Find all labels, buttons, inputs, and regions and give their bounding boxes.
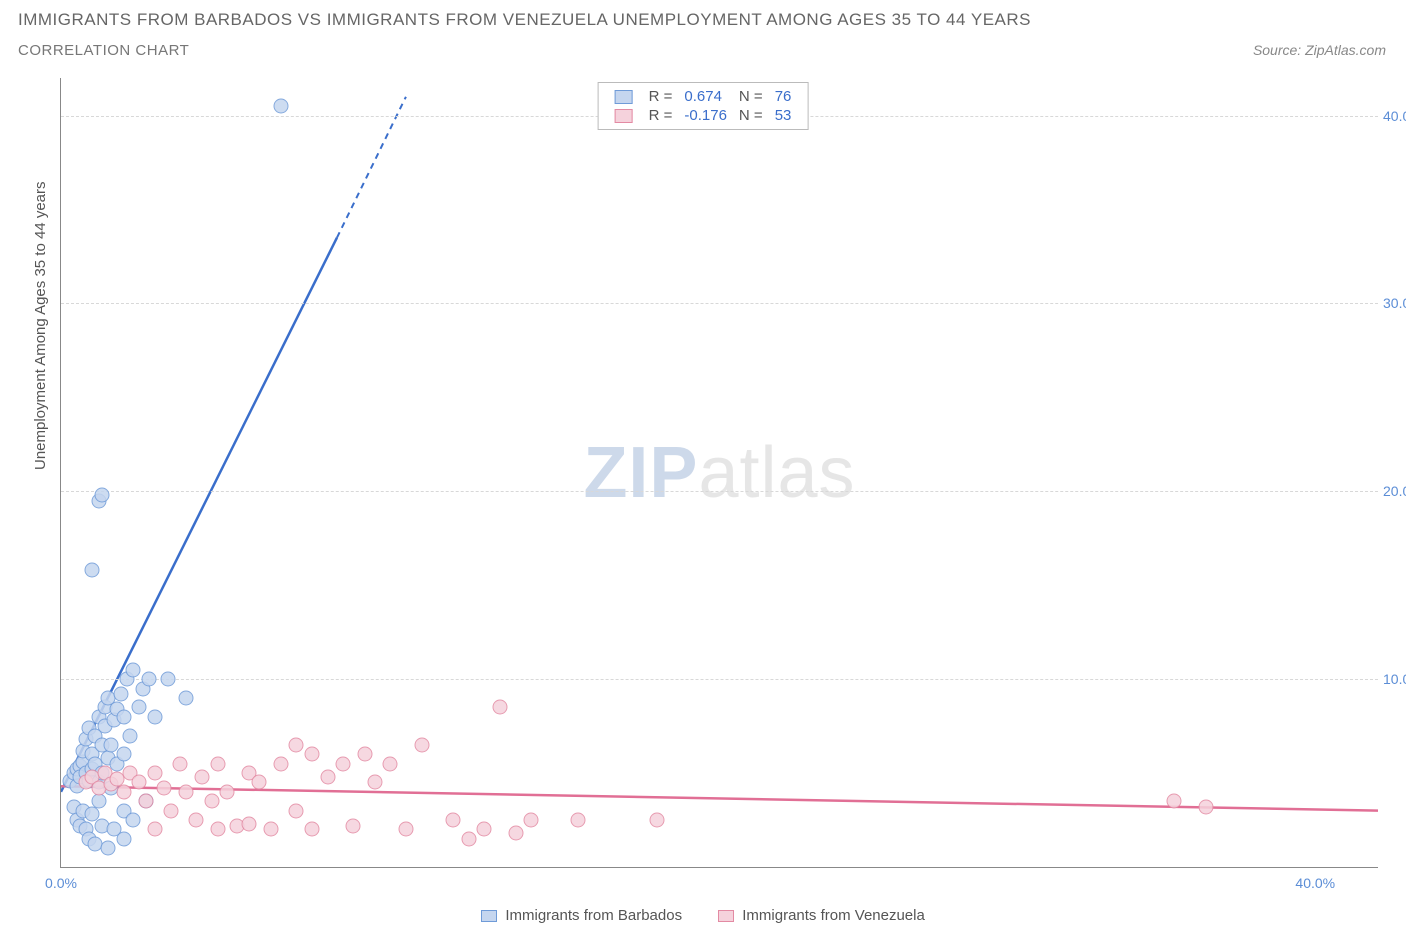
data-point-venezuela xyxy=(649,813,664,828)
data-point-venezuela xyxy=(336,756,351,771)
data-point-venezuela xyxy=(264,822,279,837)
data-point-venezuela xyxy=(414,737,429,752)
chart-title: IMMIGRANTS FROM BARBADOS VS IMMIGRANTS F… xyxy=(18,10,1031,30)
chart-subtitle: CORRELATION CHART xyxy=(18,42,189,59)
data-point-barbados xyxy=(141,672,156,687)
y-tick-label: 30.0% xyxy=(1383,295,1406,311)
data-point-venezuela xyxy=(116,784,131,799)
data-point-venezuela xyxy=(132,775,147,790)
legend-r-value: -0.176 xyxy=(678,106,733,125)
legend-swatch-barbados xyxy=(615,90,633,104)
data-point-venezuela xyxy=(210,822,225,837)
watermark-zip: ZIP xyxy=(583,433,698,513)
gridline xyxy=(61,303,1378,304)
data-point-barbados xyxy=(179,690,194,705)
legend-row-venezuela: R =-0.176N =53 xyxy=(609,106,798,125)
data-point-barbados xyxy=(85,563,100,578)
legend-item: Immigrants from Barbados xyxy=(481,907,682,924)
series-legend: Immigrants from Barbados Immigrants from… xyxy=(0,907,1406,924)
legend-n-value: 53 xyxy=(769,106,798,125)
data-point-venezuela xyxy=(195,769,210,784)
legend-item: Immigrants from Venezuela xyxy=(718,907,925,924)
data-point-venezuela xyxy=(289,737,304,752)
data-point-venezuela xyxy=(383,756,398,771)
data-point-venezuela xyxy=(179,784,194,799)
data-point-barbados xyxy=(116,747,131,762)
data-point-barbados xyxy=(113,687,128,702)
legend-n-label: N = xyxy=(733,106,769,125)
watermark-atlas: atlas xyxy=(698,433,855,513)
legend-r-label: R = xyxy=(643,87,679,106)
chart-container: IMMIGRANTS FROM BARBADOS VS IMMIGRANTS F… xyxy=(0,0,1406,930)
data-point-barbados xyxy=(273,99,288,114)
y-tick-label: 40.0% xyxy=(1383,108,1406,124)
x-tick-label: 0.0% xyxy=(45,875,77,891)
data-point-barbados xyxy=(116,709,131,724)
y-axis-label: Unemployment Among Ages 35 to 44 years xyxy=(32,181,49,470)
legend-row-barbados: R =0.674N =76 xyxy=(609,87,798,106)
y-tick-label: 10.0% xyxy=(1383,671,1406,687)
data-point-barbados xyxy=(91,794,106,809)
legend-swatch xyxy=(481,910,497,922)
data-point-venezuela xyxy=(148,822,163,837)
data-point-venezuela xyxy=(320,769,335,784)
data-point-barbados xyxy=(148,709,163,724)
data-point-venezuela xyxy=(571,813,586,828)
data-point-venezuela xyxy=(289,803,304,818)
data-point-barbados xyxy=(126,813,141,828)
source-attribution: Source: ZipAtlas.com xyxy=(1253,42,1386,58)
data-point-venezuela xyxy=(188,813,203,828)
data-point-venezuela xyxy=(508,826,523,841)
data-point-barbados xyxy=(116,831,131,846)
data-point-venezuela xyxy=(138,794,153,809)
legend-r-label: R = xyxy=(643,106,679,125)
data-point-venezuela xyxy=(1198,799,1213,814)
trend-line-dashed-barbados xyxy=(337,97,406,238)
data-point-venezuela xyxy=(148,766,163,781)
data-point-barbados xyxy=(160,672,175,687)
data-point-venezuela xyxy=(477,822,492,837)
data-point-venezuela xyxy=(242,816,257,831)
data-point-venezuela xyxy=(524,813,539,828)
data-point-venezuela xyxy=(493,700,508,715)
data-point-venezuela xyxy=(173,756,188,771)
legend-swatch xyxy=(718,910,734,922)
y-tick-label: 20.0% xyxy=(1383,483,1406,499)
legend-r-value: 0.674 xyxy=(678,87,733,106)
data-point-barbados xyxy=(126,662,141,677)
data-point-venezuela xyxy=(367,775,382,790)
watermark: ZIPatlas xyxy=(583,432,855,514)
gridline xyxy=(61,491,1378,492)
plot-area: ZIPatlas 10.0%20.0%30.0%40.0%0.0%40.0% xyxy=(60,78,1378,868)
data-point-venezuela xyxy=(358,747,373,762)
data-point-venezuela xyxy=(461,831,476,846)
data-point-venezuela xyxy=(345,818,360,833)
legend-label: Immigrants from Venezuela xyxy=(742,907,925,924)
source-name: ZipAtlas.com xyxy=(1305,42,1386,58)
data-point-venezuela xyxy=(304,822,319,837)
legend-n-value: 76 xyxy=(769,87,798,106)
legend-n-label: N = xyxy=(733,87,769,106)
data-point-venezuela xyxy=(220,784,235,799)
correlation-legend: R =0.674N =76R =-0.176N =53 xyxy=(598,82,809,130)
source-prefix: Source: xyxy=(1253,42,1305,58)
data-point-venezuela xyxy=(1167,794,1182,809)
data-point-barbados xyxy=(132,700,147,715)
x-tick-label: 40.0% xyxy=(1295,875,1335,891)
data-point-venezuela xyxy=(304,747,319,762)
data-point-barbados xyxy=(94,488,109,503)
legend-label: Immigrants from Barbados xyxy=(505,907,682,924)
data-point-venezuela xyxy=(204,794,219,809)
data-point-venezuela xyxy=(398,822,413,837)
data-point-barbados xyxy=(101,841,116,856)
data-point-venezuela xyxy=(210,756,225,771)
data-point-venezuela xyxy=(273,756,288,771)
legend-swatch-venezuela xyxy=(615,109,633,123)
data-point-venezuela xyxy=(157,781,172,796)
data-point-venezuela xyxy=(251,775,266,790)
gridline xyxy=(61,679,1378,680)
data-point-venezuela xyxy=(445,813,460,828)
data-point-barbados xyxy=(122,728,137,743)
data-point-venezuela xyxy=(163,803,178,818)
